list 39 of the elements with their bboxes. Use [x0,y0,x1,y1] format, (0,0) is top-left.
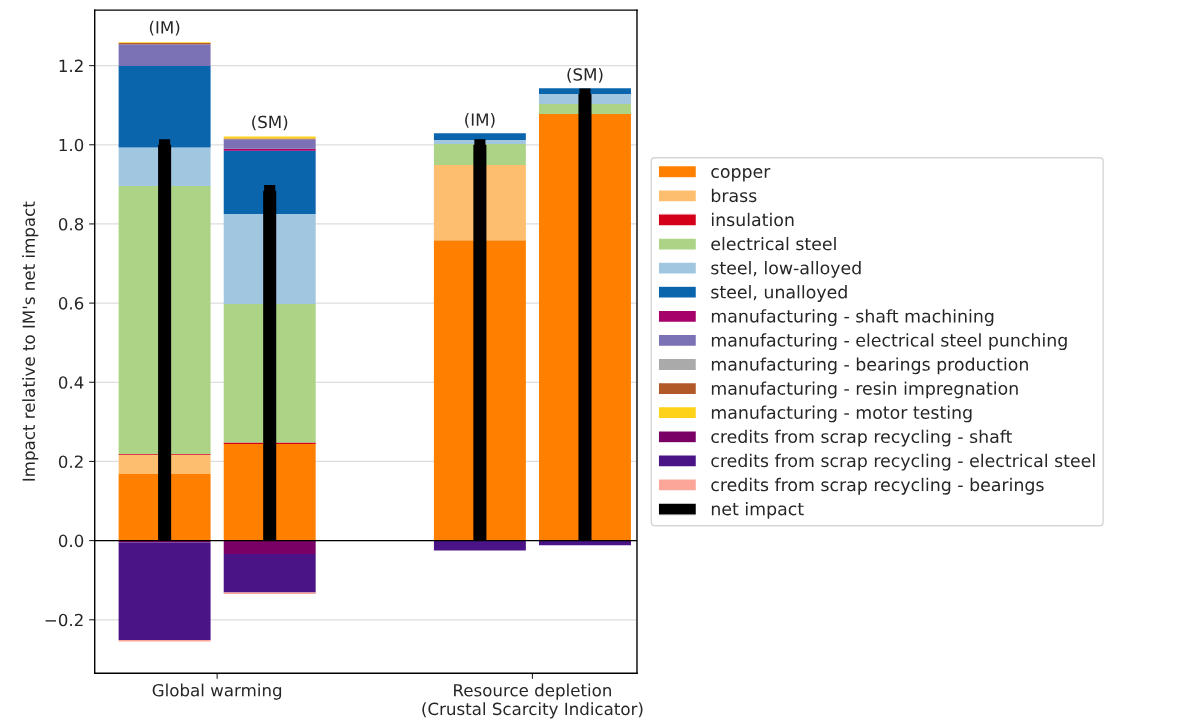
bar [223,554,316,593]
bar [118,542,211,640]
legend-label: insulation [711,212,794,227]
y-tick-label: −0.2 [45,613,83,627]
y-tick-label: 0.6 [58,297,84,310]
x-tick-label: Global warming [152,683,282,700]
bar [223,150,316,215]
y-tick-label: 0.8 [58,217,84,231]
legend-label: copper [711,168,771,182]
annotation: (SM) [252,115,288,131]
y-tick-label: 0.0 [58,534,84,548]
annotation: (SM) [567,67,603,83]
bar [433,540,526,551]
y-axis-title: Impact relative to IM's net impact [22,201,39,481]
y-tick-label: 0.2 [58,455,83,468]
legend-label: manufacturing - resin impregnation [711,381,1018,399]
bar [223,540,316,555]
y-tick-label: 1.2 [59,59,83,72]
legend-label: manufacturing - bearings production [711,357,1028,375]
legend-label: steel, unalloyed [711,285,847,302]
bar [223,139,316,149]
bar [433,133,526,141]
legend-label: credits from scrap recycling - shaft [711,429,1012,447]
legend-label: manufacturing - electrical steel punching [711,333,1067,351]
legend-label: net impact [711,501,804,519]
legend-label: manufacturing - shaft machining [711,309,994,326]
legend-label: steel, low-alloyed [711,261,861,278]
legend-label: credits from scrap recycling - electrical steel [711,453,1095,471]
legend-label: manufacturing - motor testing [711,405,972,423]
y-tick-label: 0.4 [58,376,84,389]
y-tick-label: 1.0 [59,138,84,152]
bar [118,44,211,66]
x-tick-label: Resource depletion (Crustal Scarcity Indicator) [422,683,643,719]
annotation: (IM) [465,113,495,128]
legend-label: brass [711,188,757,203]
annotation: (IM) [149,20,180,36]
bar [118,65,211,148]
legend-label: credits from scrap recycling - bearings [711,477,1044,495]
legend-label: electrical steel [711,236,836,251]
